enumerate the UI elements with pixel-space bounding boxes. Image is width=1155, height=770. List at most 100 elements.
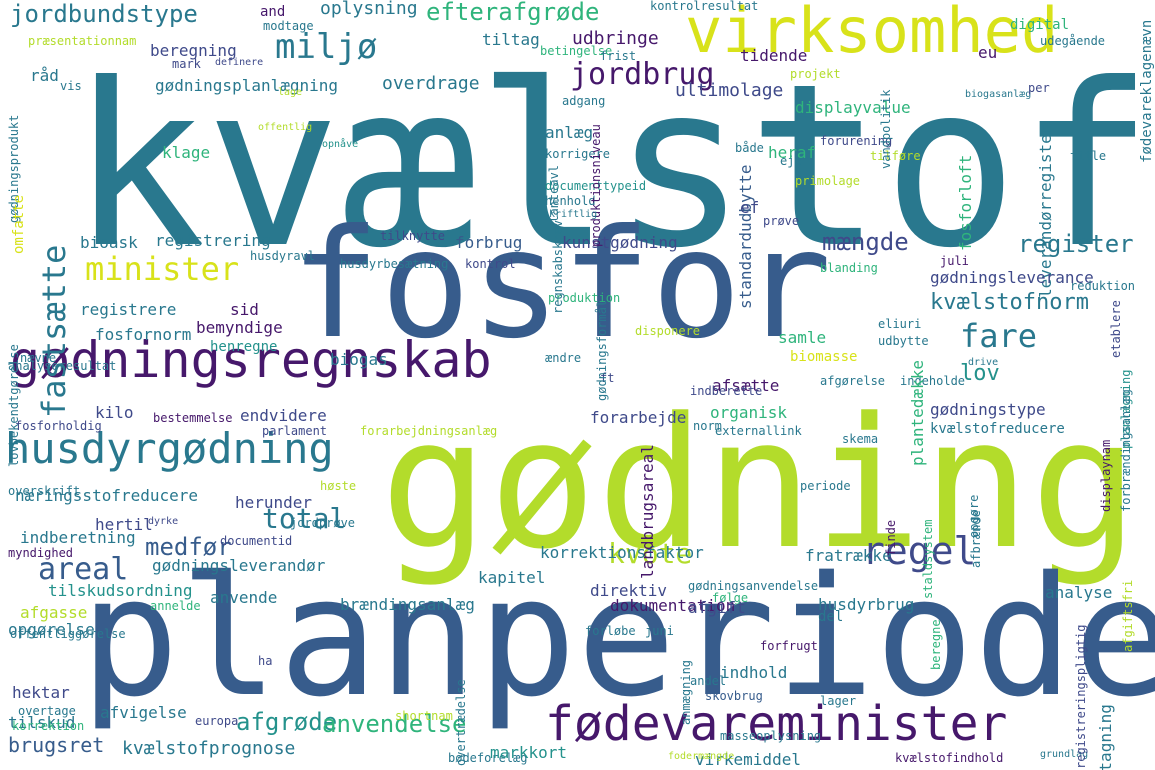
word-gødning: gødning bbox=[380, 380, 1139, 589]
word-oplysning: oplysning bbox=[320, 0, 418, 19]
word-per: per bbox=[1028, 81, 1050, 95]
word-dyrke: dyrke bbox=[148, 516, 179, 527]
word-ændre: ændre bbox=[545, 351, 582, 365]
word-nævne: nævne bbox=[20, 351, 57, 365]
word-register: register bbox=[1018, 230, 1134, 258]
word-jordbundstype: jordbundstype bbox=[10, 0, 198, 28]
word-kapitel: kapitel bbox=[478, 568, 546, 587]
word-markkort: markkort bbox=[490, 743, 568, 762]
word-skriftlig: skriftlig bbox=[543, 209, 598, 220]
word-husdyravl: husdyravl bbox=[250, 249, 316, 263]
word-organisk: organisk bbox=[710, 403, 788, 422]
word-tiltag: tiltag bbox=[482, 30, 540, 49]
word-husdyrbesætning: husdyrbesætning bbox=[340, 257, 449, 271]
word-sid: sid bbox=[230, 300, 259, 319]
word-udegående: udegående bbox=[1040, 34, 1106, 48]
word-opnåve: opnåve bbox=[322, 139, 359, 150]
word-skovbrug: skovbrug bbox=[705, 689, 763, 703]
word-anvende: anvende bbox=[210, 588, 278, 607]
word-plantedække: plantedække bbox=[908, 359, 927, 466]
word-gødningsleverandør: gødningsleverandør bbox=[152, 556, 326, 575]
word-frist: frist bbox=[600, 49, 637, 63]
word-afgiftsfri: afgiftsfri bbox=[1121, 579, 1135, 652]
word-blanding: blanding bbox=[820, 261, 878, 275]
word-kvælstofprognose: kvælstofprognose bbox=[122, 738, 296, 759]
word-fosforloft: fosforloft bbox=[956, 154, 975, 251]
word-fastsætte: fastsætte bbox=[35, 244, 73, 418]
word-anlæg: anlæg bbox=[545, 123, 594, 142]
word-modtage: modtage bbox=[263, 19, 314, 33]
word-definere: definere bbox=[215, 57, 264, 68]
word-ultimolage: ultimolage bbox=[675, 80, 784, 101]
word-prøve: prøve bbox=[763, 214, 800, 228]
word-kunstgødning: kunstgødning bbox=[562, 233, 678, 252]
word-planperiode: planperiode bbox=[80, 541, 1155, 733]
word-korrektion: korrektion bbox=[12, 719, 85, 733]
word-herunder: herunder bbox=[235, 493, 313, 512]
word-høste: høste bbox=[320, 479, 357, 493]
word-gødningsleverance: gødningsleverance bbox=[930, 268, 1094, 287]
word-documentid: documentid bbox=[220, 534, 293, 548]
word-forurening: forurening bbox=[820, 134, 893, 148]
word-heraf: heraf bbox=[768, 143, 817, 162]
word-periode: periode bbox=[800, 479, 851, 493]
word-registrere: registrere bbox=[80, 300, 177, 319]
word-reduktion: reduktion bbox=[1070, 279, 1136, 293]
word-samle: samle bbox=[778, 328, 827, 347]
word-miljø: miljø bbox=[275, 27, 378, 67]
word-omfatte: omfatte bbox=[11, 194, 27, 254]
word-anmægning: anmægning bbox=[679, 659, 693, 725]
word-opgøre: opgøre bbox=[967, 494, 981, 539]
word-biogas: biogas bbox=[330, 350, 388, 369]
word-kontrolresultat: kontrolresultat bbox=[650, 0, 759, 13]
word-fødevareklagenævn: fødevareklagenævn bbox=[1139, 19, 1155, 163]
word-vis: vis bbox=[60, 79, 82, 93]
word-documenttypeid: documenttypeid bbox=[545, 179, 647, 193]
word-afvigelse: afvigelse bbox=[100, 703, 187, 722]
word-total: total bbox=[262, 502, 347, 535]
word-offentlig: offentlig bbox=[258, 122, 313, 133]
word-myndighed: myndighed bbox=[8, 546, 74, 560]
word-bioask: bioask bbox=[80, 233, 138, 252]
word-andel: andel bbox=[690, 674, 727, 688]
word-tilskudsordning: tilskudsordning bbox=[48, 581, 193, 600]
word-shortnam: shortnam bbox=[395, 709, 453, 723]
word-fratrække: fratrække bbox=[805, 546, 892, 565]
word-biogasanlæg: biogasanlæg bbox=[965, 89, 1032, 100]
word-lager: lager bbox=[820, 694, 857, 708]
word-etablere: etablere bbox=[1109, 299, 1123, 358]
word-eu: eu bbox=[978, 43, 998, 62]
word-areal: areal bbox=[38, 552, 129, 587]
word-juni: juni bbox=[645, 624, 674, 638]
word-udbytte: udbytte bbox=[878, 334, 929, 348]
word-produktion: produktion bbox=[548, 291, 621, 305]
word-minister: minister bbox=[85, 250, 240, 288]
word-henhold: henhold bbox=[545, 194, 596, 208]
word-gødningsregnskab: gødningsregnskab bbox=[10, 331, 492, 389]
word-tilføre: tilføre bbox=[870, 149, 921, 163]
word-displaynam: displaynam bbox=[1099, 439, 1113, 512]
word-produktionsniveau: produktionsniveau bbox=[589, 124, 603, 248]
word-korrektionsfaktor: korrektionsfaktor bbox=[540, 543, 704, 562]
word-kilo: kilo bbox=[95, 403, 134, 422]
word-brændingsanlæg: brændingsanlæg bbox=[340, 595, 475, 614]
word-fosfornorm: fosfornorm bbox=[95, 325, 192, 344]
word-forfrugt: forfrugt bbox=[760, 639, 818, 653]
word-afgørelse: afgørelse bbox=[820, 374, 886, 388]
word-ha: ha bbox=[258, 654, 273, 668]
word-forbrug: forbrug bbox=[455, 233, 523, 252]
word-kvælstofreducere: kvælstofreducere bbox=[930, 421, 1065, 437]
word-beregne: beregne bbox=[929, 619, 943, 671]
word-digital: digital bbox=[1010, 17, 1070, 33]
word-disponere: disponere bbox=[635, 324, 701, 338]
word-staldsystem: staldsystem bbox=[921, 519, 935, 600]
word-kontrol: kontrol bbox=[465, 257, 516, 271]
word-fosfor: fosfor bbox=[290, 198, 832, 372]
word-regel: regel bbox=[862, 529, 977, 573]
word-title: title bbox=[1070, 149, 1107, 163]
word-projekt: projekt bbox=[790, 67, 841, 81]
word-gødningsplanlægning: gødningsplanlægning bbox=[155, 76, 339, 95]
word-anvendelse: anvendelse bbox=[322, 710, 467, 738]
word-afgasse: afgasse bbox=[20, 603, 88, 622]
